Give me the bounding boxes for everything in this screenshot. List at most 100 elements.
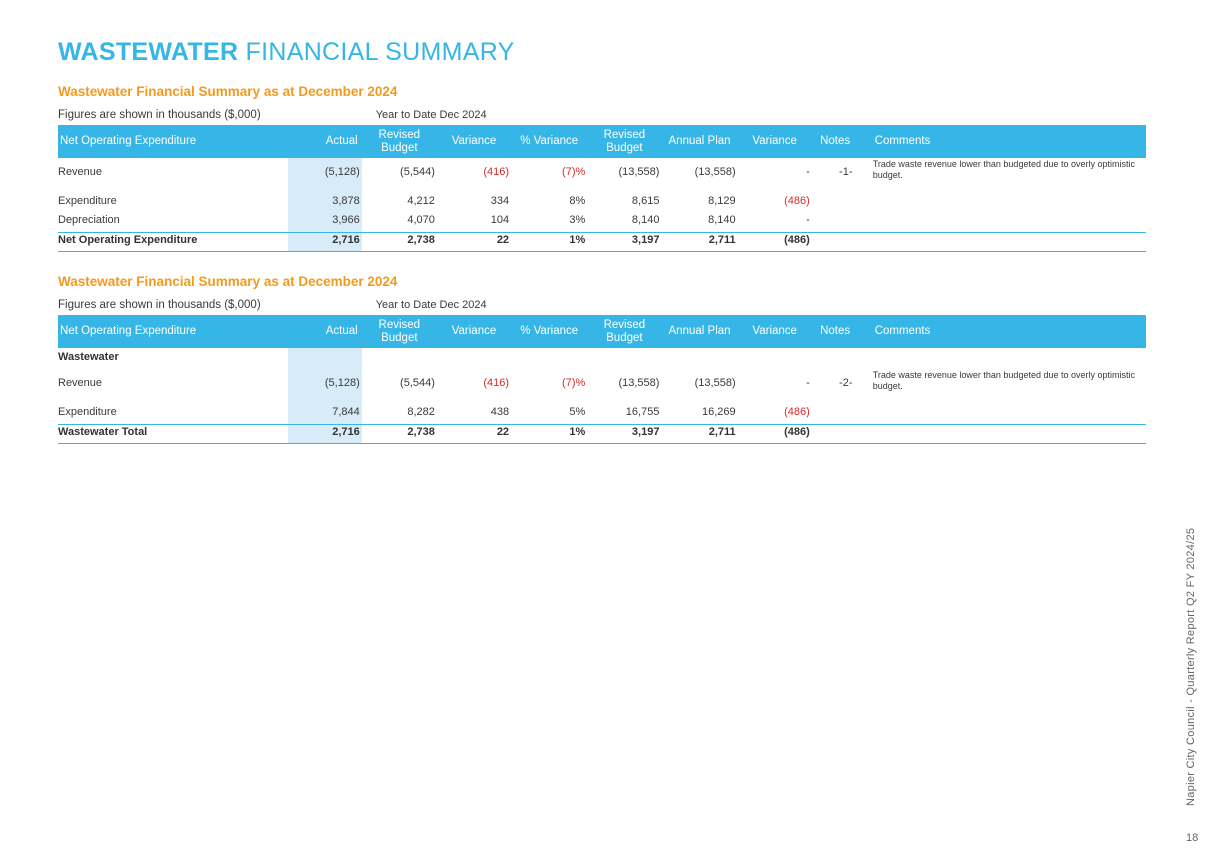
- cell-revised-budget: 8,282: [407, 406, 435, 418]
- ytd-label: Year to Date Dec 2024: [375, 108, 487, 121]
- section-title: Wastewater Financial Summary as at Decem…: [58, 84, 398, 99]
- cell-variance: 334: [490, 195, 510, 207]
- cell-variance: (416): [483, 166, 510, 178]
- cell-actual: (5,128): [287, 369, 362, 405]
- page-number: 18: [1186, 832, 1199, 844]
- cell-revised-budget-2: 3,197: [587, 232, 662, 252]
- page-title-rest: FINANCIAL SUMMARY: [238, 38, 515, 66]
- cell-variance: 438: [490, 406, 510, 418]
- total-row: Net Operating Expenditure 2,716 2,738 22…: [58, 232, 1146, 252]
- col-header-label: Net Operating Expenditure: [58, 125, 288, 158]
- footer-side-text: Napier City Council - Quarterly Report Q…: [1185, 527, 1197, 806]
- cell-annual-plan: 16,269: [701, 406, 736, 418]
- summary-section-1: Wastewater Financial Summary as at Decem…: [58, 83, 1146, 252]
- cell-pct-variance: 1%: [511, 424, 588, 444]
- col-header-actual: Actual: [287, 125, 362, 158]
- row-label: Wastewater Total: [58, 424, 288, 444]
- col-header-variance-2: Variance: [737, 315, 812, 348]
- cell-actual: 3,878: [287, 194, 362, 213]
- col-header-revised-budget-2: Revised Budget: [587, 315, 662, 348]
- figures-note: Figures are shown in thousands ($,000): [58, 108, 261, 121]
- cell-revised-budget: 2,738: [361, 232, 437, 252]
- cell-actual: 3,966: [287, 213, 362, 233]
- cell-pct-variance: 3%: [569, 214, 586, 226]
- page-title-bold: WASTEWATER: [58, 38, 239, 66]
- cell-annual-plan: 8,140: [708, 214, 736, 226]
- financial-table: Figures are shown in thousands ($,000) Y…: [58, 294, 1146, 444]
- summary-section-2: Wastewater Financial Summary as at Decem…: [58, 273, 1146, 444]
- cell-variance-2: -: [806, 166, 810, 178]
- cell-actual: 7,844: [287, 405, 362, 425]
- cell-revised-budget-2: 8,140: [631, 214, 660, 226]
- cell-actual: (5,128): [287, 158, 362, 194]
- cell-pct-variance: 8%: [569, 195, 586, 207]
- cell-revised-budget-2: 16,755: [625, 406, 660, 418]
- col-header-notes: Notes: [811, 315, 859, 348]
- table-row: Expenditure 3,878 4,212 334 8% 8,615 8,1…: [58, 194, 1146, 213]
- cell-annual-plan: (13,558): [694, 166, 736, 178]
- ytd-label: Year to Date Dec 2024: [375, 298, 487, 311]
- col-header-pct-variance: % Variance: [511, 315, 588, 348]
- table-row: Revenue (5,128) (5,544) (416) (7)% (13,5…: [58, 158, 1146, 194]
- cell-annual-plan: 2,711: [661, 424, 738, 444]
- figures-note: Figures are shown in thousands ($,000): [58, 298, 261, 311]
- cell-variance: 22: [436, 232, 512, 252]
- cell-notes: -1-: [839, 166, 853, 178]
- col-header-label: Net Operating Expenditure: [58, 315, 288, 348]
- cell-revised-budget-2: 8,615: [631, 195, 660, 207]
- cell-revised-budget-2: (13,558): [618, 377, 660, 389]
- cell-variance: 22: [436, 424, 512, 444]
- page-title: WASTEWATER FINANCIAL SUMMARY: [58, 38, 515, 67]
- cell-revised-budget: 2,738: [361, 424, 437, 444]
- cell-pct-variance: 5%: [569, 406, 586, 418]
- cell-comment: Trade waste revenue lower than budgeted …: [872, 370, 1136, 391]
- col-header-variance: Variance: [436, 315, 512, 348]
- table-header: Net Operating Expenditure Actual Revised…: [58, 315, 1146, 348]
- total-row: Wastewater Total 2,716 2,738 22 1% 3,197…: [58, 424, 1146, 444]
- cell-revised-budget: (5,544): [400, 166, 435, 178]
- table-header: Net Operating Expenditure Actual Revised…: [58, 125, 1146, 158]
- col-header-revised-budget-2: Revised Budget: [587, 125, 662, 158]
- row-label: Net Operating Expenditure: [58, 232, 288, 252]
- cell-actual: 2,716: [287, 232, 362, 252]
- cell-annual-plan: 8,129: [708, 195, 736, 207]
- cell-revised-budget-2: (13,558): [618, 166, 660, 178]
- row-label: Expenditure: [58, 195, 117, 207]
- cell-pct-variance: 1%: [511, 232, 588, 252]
- table-row: Expenditure 7,844 8,282 438 5% 16,755 16…: [58, 405, 1146, 425]
- col-header-annual-plan: Annual Plan: [661, 125, 738, 158]
- cell-variance-2: (486): [784, 195, 810, 207]
- col-header-annual-plan: Annual Plan: [661, 315, 738, 348]
- col-header-revised-budget: Revised Budget: [361, 315, 437, 348]
- col-header-variance: Variance: [436, 125, 512, 158]
- col-header-comments: Comments: [870, 125, 1146, 158]
- row-label: Depreciation: [58, 214, 120, 226]
- col-header-comments: Comments: [870, 315, 1146, 348]
- section-title: Wastewater Financial Summary as at Decem…: [58, 274, 398, 289]
- cell-revised-budget: (5,544): [400, 377, 435, 389]
- cell-actual: 2,716: [287, 424, 362, 444]
- cell-variance-2: (486): [737, 232, 812, 252]
- cell-revised-budget-2: 3,197: [587, 424, 662, 444]
- cell-variance: 104: [490, 214, 510, 226]
- cell-pct-variance: (7)%: [562, 166, 586, 178]
- col-header-variance-2: Variance: [737, 125, 812, 158]
- group-label: Wastewater: [58, 351, 119, 363]
- col-header-actual: Actual: [287, 315, 362, 348]
- cell-variance-2: (486): [784, 406, 810, 418]
- row-label: Expenditure: [58, 406, 117, 418]
- cell-revised-budget: 4,070: [407, 214, 435, 226]
- col-header-notes: Notes: [811, 125, 859, 158]
- cell-comment: Trade waste revenue lower than budgeted …: [872, 159, 1136, 180]
- group-row: Wastewater: [58, 348, 1146, 369]
- cell-variance-2: -: [806, 214, 810, 226]
- row-label: Revenue: [58, 166, 103, 178]
- cell-variance-2: (486): [737, 424, 812, 444]
- col-header-pct-variance: % Variance: [511, 125, 588, 158]
- cell-annual-plan: (13,558): [694, 377, 736, 389]
- cell-revised-budget: 4,212: [407, 195, 435, 207]
- cell-notes: -2-: [839, 377, 853, 389]
- col-header-revised-budget: Revised Budget: [361, 125, 437, 158]
- cell-annual-plan: 2,711: [661, 232, 738, 252]
- table-row: Depreciation 3,966 4,070 104 3% 8,140 8,…: [58, 213, 1146, 233]
